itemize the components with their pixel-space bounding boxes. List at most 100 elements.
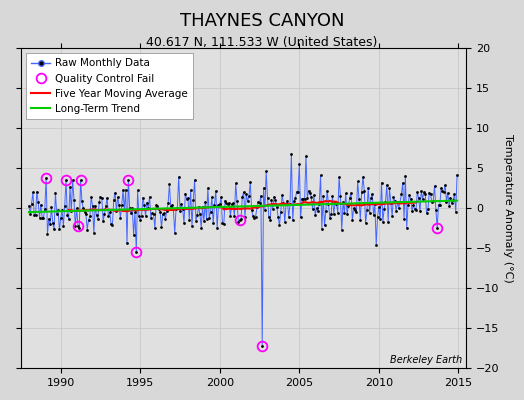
Point [57, 215, 65, 221]
Point [249, 213, 257, 220]
Point [185, 216, 193, 223]
Point [226, 213, 235, 219]
Point [297, 214, 305, 221]
Point [390, 197, 399, 204]
Point [197, 224, 205, 231]
Point [157, 224, 166, 230]
Point [136, 216, 145, 223]
Point [89, 203, 97, 209]
Point [172, 206, 180, 212]
Point [75, 224, 83, 231]
Point [354, 178, 362, 185]
Point [352, 209, 361, 216]
Point [152, 202, 160, 208]
Point [438, 188, 446, 194]
Point [111, 189, 119, 196]
Point [244, 198, 252, 205]
Point [156, 209, 165, 215]
Point [345, 194, 354, 201]
Point [316, 172, 325, 178]
Point [190, 177, 199, 183]
Point [27, 200, 36, 207]
Point [233, 198, 241, 204]
Point [364, 184, 373, 191]
Point [124, 177, 133, 183]
Point [380, 206, 388, 212]
Point [96, 194, 105, 200]
Point [405, 192, 413, 198]
Point [67, 208, 75, 214]
Point [222, 200, 231, 207]
Point [229, 200, 237, 206]
Point [120, 207, 128, 213]
Point [77, 177, 85, 183]
Point [173, 204, 182, 211]
Point [62, 177, 70, 183]
Point [399, 180, 407, 186]
Point [430, 182, 439, 189]
Point [165, 181, 173, 188]
Point [427, 191, 435, 198]
Point [323, 188, 331, 194]
Point [107, 221, 115, 227]
Point [290, 198, 298, 204]
Point [446, 194, 455, 201]
Point [389, 194, 398, 200]
Point [151, 224, 159, 231]
Point [340, 210, 348, 216]
Point [235, 217, 244, 223]
Point [393, 199, 401, 205]
Point [309, 206, 317, 212]
Point [271, 197, 280, 203]
Point [372, 242, 380, 248]
Point [149, 211, 158, 217]
Point [237, 216, 245, 222]
Point [424, 206, 432, 213]
Point [255, 200, 264, 206]
Point [125, 205, 134, 212]
Point [450, 191, 458, 197]
Point [108, 222, 117, 228]
Point [348, 216, 356, 223]
Point [396, 198, 405, 205]
Point [278, 192, 286, 198]
Point [357, 189, 366, 195]
Point [232, 180, 240, 186]
Point [87, 194, 95, 200]
Point [221, 197, 230, 204]
Point [204, 185, 212, 191]
Point [277, 208, 285, 215]
Point [55, 226, 63, 233]
Point [312, 205, 321, 211]
Point [368, 190, 376, 197]
Point [432, 206, 440, 213]
Point [104, 213, 113, 220]
Point [264, 195, 272, 201]
Point [298, 196, 306, 202]
Point [219, 220, 227, 226]
Point [25, 202, 33, 209]
Point [129, 232, 138, 238]
Point [291, 195, 300, 202]
Point [272, 204, 281, 210]
Point [239, 189, 248, 195]
Point [324, 201, 333, 207]
Point [134, 187, 142, 194]
Point [132, 249, 140, 255]
Point [342, 190, 350, 196]
Point [34, 199, 42, 205]
Point [110, 196, 118, 203]
Point [356, 217, 365, 223]
Point [103, 194, 111, 201]
Point [270, 194, 278, 200]
Point [409, 202, 418, 208]
Y-axis label: Temperature Anomaly (°C): Temperature Anomaly (°C) [504, 134, 514, 282]
Point [78, 198, 86, 204]
Point [51, 189, 60, 196]
Point [64, 216, 73, 222]
Point [115, 202, 123, 208]
Point [208, 194, 216, 200]
Point [320, 222, 329, 229]
Point [381, 198, 390, 205]
Point [169, 206, 178, 213]
